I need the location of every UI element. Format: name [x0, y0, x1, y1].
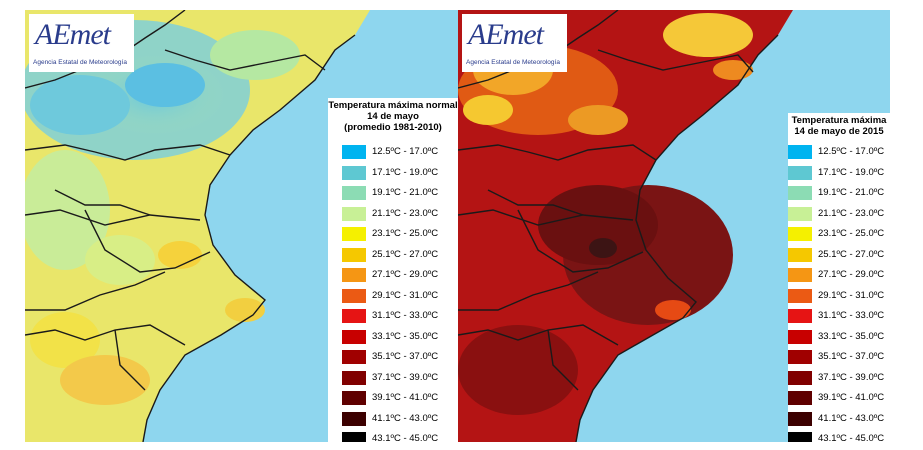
legend-range-label: 39.1ºC - 41.0ºC — [818, 392, 885, 403]
aemet-subtitle: Agencia Estatal de Meteorología — [33, 59, 127, 66]
legend-swatch — [788, 370, 812, 385]
legend-swatch — [342, 329, 366, 344]
legend-normal: Temperatura máxima normal 14 de mayo (pr… — [328, 98, 458, 442]
legend-range-label: 39.1ºC - 41.0ºC — [372, 392, 439, 403]
legend-swatch — [342, 186, 366, 200]
legend-range-label: 12.5ºC - 17.0ºC — [372, 146, 439, 157]
map-panel-normal: AEmet Agencia Estatal de Meteorología Te… — [25, 10, 458, 442]
legend-range-label: 43.1ºC - 45.0ºC — [818, 433, 885, 442]
legend-range-label: 21.1ºC - 23.0ºC — [818, 207, 885, 219]
legend-swatch — [788, 247, 812, 262]
legend-swatch — [342, 370, 366, 385]
legend-swatch — [342, 288, 366, 303]
legend-swatch — [342, 350, 366, 364]
legend-range-label: 21.1ºC - 23.0ºC — [372, 207, 439, 219]
legend-swatch — [788, 206, 812, 221]
aemet-logo: AEmet Agencia Estatal de Meteorología — [462, 14, 567, 72]
legend-range-label: 41.1ºC - 43.0ºC — [818, 412, 885, 424]
aemet-logo: AEmet Agencia Estatal de Meteorología — [29, 14, 134, 72]
legend-title: Temperatura máxima normal 14 de mayo (pr… — [328, 100, 458, 133]
legend-swatch — [342, 268, 366, 282]
legend-swatch — [788, 288, 812, 303]
legend-swatch — [788, 268, 812, 282]
province-borders — [458, 10, 779, 442]
legend-swatch — [342, 411, 366, 426]
legend-swatch — [788, 411, 812, 426]
legend-swatch — [788, 165, 812, 180]
legend-range-label: 23.1ºC - 25.0ºC — [818, 228, 885, 239]
legend-swatch — [788, 309, 812, 323]
legend-range-label: 19.1ºC - 21.0ºC — [818, 187, 885, 198]
legend-swatch — [342, 309, 366, 323]
legend-range-label: 37.1ºC - 39.0ºC — [372, 371, 439, 383]
legend-range-label: 31.1ºC - 33.0ºC — [818, 310, 885, 321]
province-borders — [25, 10, 356, 442]
legend-range-label: 33.1ºC - 35.0ºC — [372, 330, 439, 342]
legend-range-label: 23.1ºC - 25.0ºC — [372, 228, 439, 239]
temperature-map-normal — [25, 10, 458, 442]
legend-title: Temperatura máxima 14 de mayo de 2015 — [791, 115, 887, 137]
legend-range-label: 12.5ºC - 17.0ºC — [818, 146, 885, 157]
legend-range-label: 35.1ºC - 37.0ºC — [818, 351, 885, 362]
legend-range-label: 17.1ºC - 19.0ºC — [818, 166, 885, 178]
legend-swatch — [788, 186, 812, 200]
legend-swatch — [788, 227, 812, 241]
legend-swatch — [342, 391, 366, 405]
legend-swatch — [342, 206, 366, 221]
legend-range-label: 25.1ºC - 27.0ºC — [818, 248, 885, 260]
legend-2015: Temperatura máxima 14 de mayo de 2015 12… — [788, 113, 890, 442]
legend-range-label: 17.1ºC - 19.0ºC — [372, 166, 439, 178]
legend-swatch — [342, 165, 366, 180]
legend-range-label: 31.1ºC - 33.0ºC — [372, 310, 439, 321]
legend-range-label: 19.1ºC - 21.0ºC — [372, 187, 439, 198]
legend-swatch — [342, 145, 366, 159]
aemet-wordmark: AEmet — [468, 18, 544, 51]
legend-swatch — [342, 227, 366, 241]
legend-swatch — [788, 329, 812, 344]
legend-swatch — [788, 350, 812, 364]
map-panel-2015: AEmet Agencia Estatal de Meteorología Te… — [458, 10, 890, 442]
legend-range-label: 43.1ºC - 45.0ºC — [372, 433, 439, 442]
legend-range-label: 37.1ºC - 39.0ºC — [818, 371, 885, 383]
legend-range-label: 29.1ºC - 31.0ºC — [818, 289, 885, 301]
aemet-subtitle: Agencia Estatal de Meteorología — [466, 59, 560, 66]
legend-range-label: 27.1ºC - 29.0ºC — [818, 269, 885, 280]
legend-range-label: 27.1ºC - 29.0ºC — [372, 269, 439, 280]
legend-swatch — [342, 247, 366, 262]
legend-range-label: 35.1ºC - 37.0ºC — [372, 351, 439, 362]
legend-range-label: 33.1ºC - 35.0ºC — [818, 330, 885, 342]
legend-swatch — [342, 432, 366, 442]
legend-swatch — [788, 432, 812, 442]
legend-range-label: 29.1ºC - 31.0ºC — [372, 289, 439, 301]
legend-swatch — [788, 145, 812, 159]
legend-range-label: 25.1ºC - 27.0ºC — [372, 248, 439, 260]
aemet-wordmark: AEmet — [35, 18, 111, 51]
legend-range-label: 41.1ºC - 43.0ºC — [372, 412, 439, 424]
legend-swatch — [788, 391, 812, 405]
